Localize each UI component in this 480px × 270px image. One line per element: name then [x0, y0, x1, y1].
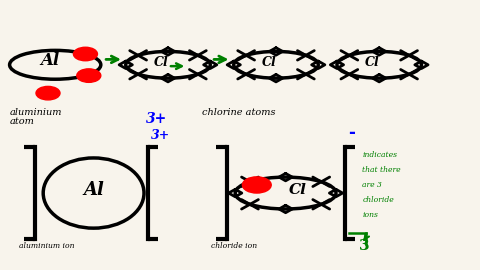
Text: chlorine atoms: chlorine atoms: [202, 108, 275, 117]
Text: ions: ions: [362, 211, 378, 219]
Text: Cl: Cl: [262, 56, 276, 69]
Text: Al: Al: [83, 181, 104, 199]
Text: aluminium ion: aluminium ion: [19, 242, 75, 250]
Text: that there: that there: [362, 166, 401, 174]
Text: 3+: 3+: [146, 112, 168, 126]
Text: Cl: Cl: [154, 56, 168, 69]
Text: 3+: 3+: [151, 129, 170, 142]
Circle shape: [242, 177, 271, 193]
Text: Cl: Cl: [365, 56, 379, 69]
Text: are 3: are 3: [362, 181, 382, 189]
Text: chloride: chloride: [362, 196, 394, 204]
Text: chloride ion: chloride ion: [211, 242, 257, 250]
Text: atom: atom: [10, 117, 35, 126]
Text: aluminium: aluminium: [10, 108, 62, 117]
Circle shape: [77, 69, 101, 82]
Text: Al: Al: [41, 52, 60, 69]
Text: 3: 3: [359, 239, 370, 253]
Circle shape: [73, 47, 97, 61]
Circle shape: [36, 86, 60, 100]
Text: Cl: Cl: [288, 183, 307, 197]
Text: indicates: indicates: [362, 151, 397, 159]
Text: -: -: [348, 124, 355, 142]
